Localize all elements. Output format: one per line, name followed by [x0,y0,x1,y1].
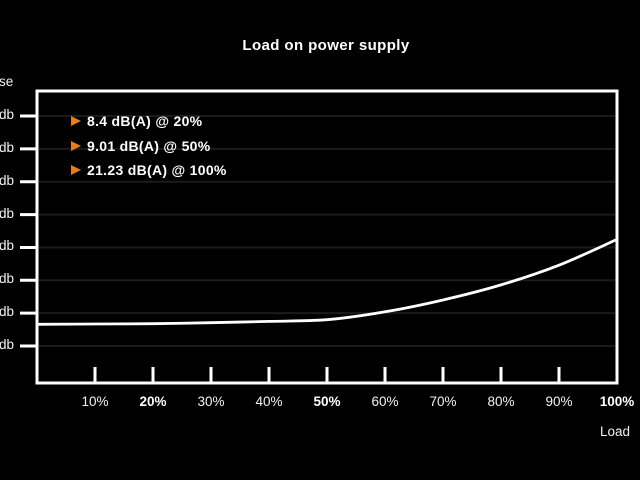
plot-border [35,89,619,385]
y-axis-tick-label-cutoff: db [0,205,15,221]
y-axis-tick-label-cutoff: db [0,337,15,352]
y-axis-tick-label-cutoff: db [0,139,15,155]
y-axis-tick-label-cutoff: db [0,107,15,123]
annotation-label: 21.23 dB(A) @ 100% [87,162,227,179]
noise-curve-line [35,238,619,326]
annotation-row: 8.4 dB(A) @ 20% [71,109,227,134]
y-axis-title-cutoff: se [0,74,14,89]
annotation-legend: 8.4 dB(A) @ 20% 9.01 dB(A) @ 50% 21.23 dB(… [71,109,227,183]
x-axis-tick-label: 60% [371,394,399,409]
x-axis-tick-label: 90% [545,394,573,409]
annotation-label: 8.4 dB(A) @ 20% [87,113,203,130]
y-axis-tick-label-cutoff: db [0,304,15,320]
x-axis-ticks [93,367,561,382]
annotation-label: 9.01 dB(A) @ 50% [87,137,211,154]
x-axis-tick-label: 20% [139,394,167,409]
x-axis-tick-label: 70% [429,394,457,409]
bullet-triangle-icon [71,140,81,151]
x-axis-tick-label: 10% [81,394,109,409]
gridlines [39,115,615,348]
annotation-row: 9.01 dB(A) @ 50% [71,134,227,159]
x-axis-tick-label: 30% [197,394,225,409]
y-axis-tick-label-cutoff: db [0,238,15,254]
y-axis-tick-label-cutoff: db [0,271,15,287]
annotation-row: 21.23 dB(A) @ 100% [71,158,227,183]
y-axis-tick-label-cutoff: db [0,172,15,188]
x-axis-title: Load [599,424,630,439]
chart-title: Load on power supply [242,37,410,54]
x-axis-tick-label: 80% [487,394,515,409]
bullet-triangle-icon [71,116,81,127]
bullet-triangle-icon [71,165,81,176]
x-axis-tick-label: 40% [255,394,283,409]
x-axis-tick-label: 100% [599,394,635,409]
x-axis-tick-label: 50% [313,394,341,409]
y-axis-ticks [20,114,38,348]
